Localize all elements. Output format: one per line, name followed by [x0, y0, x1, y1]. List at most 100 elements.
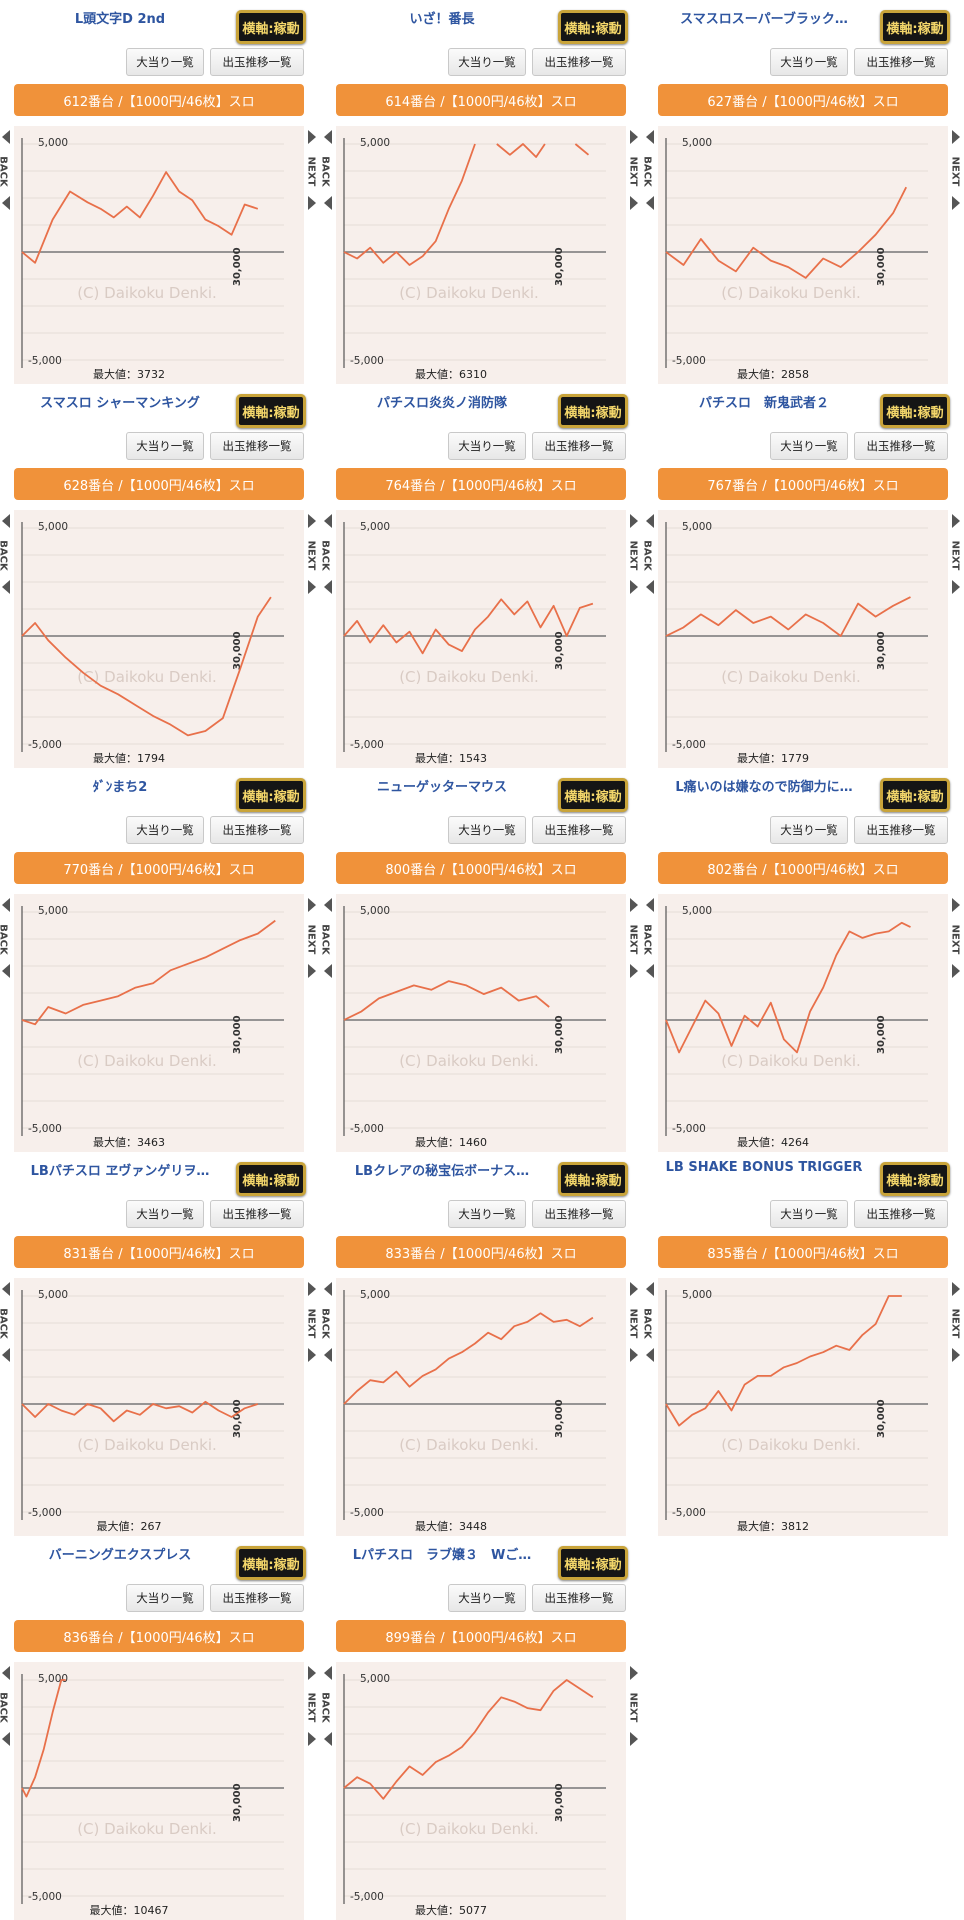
- payout-history-button[interactable]: 出玉推移一覧: [532, 432, 626, 460]
- payout-history-button[interactable]: 出玉推移一覧: [854, 816, 948, 844]
- machine-title[interactable]: L頭文字D 2nd: [74, 12, 166, 27]
- unit-bar[interactable]: 835番台 /【1000円/46枚】スロ: [658, 1236, 948, 1268]
- axis-mode-badge[interactable]: 横軸:稼動: [558, 1546, 628, 1580]
- machine-title[interactable]: Lパチスロ ラブ嬢３ Wご…: [352, 1548, 532, 1563]
- next-label[interactable]: NEXT: [949, 1308, 961, 1339]
- back-arrow-icon[interactable]: [646, 196, 654, 210]
- back-arrow-icon[interactable]: [646, 514, 654, 528]
- payout-history-button[interactable]: 出玉推移一覧: [210, 1584, 304, 1612]
- next-nav[interactable]: NEXT: [304, 126, 320, 216]
- machine-title[interactable]: ﾀﾞﾝまち2: [92, 780, 148, 795]
- payout-history-button[interactable]: 出玉推移一覧: [532, 1584, 626, 1612]
- next-arrow-icon[interactable]: [308, 514, 316, 528]
- back-arrow-icon[interactable]: [646, 1348, 654, 1362]
- back-nav[interactable]: BACK: [0, 1662, 14, 1752]
- next-arrow-icon[interactable]: [630, 196, 638, 210]
- next-arrow-icon[interactable]: [630, 1732, 638, 1746]
- back-label[interactable]: BACK: [0, 156, 9, 187]
- payout-history-button[interactable]: 出玉推移一覧: [854, 48, 948, 76]
- axis-mode-badge[interactable]: 横軸:稼動: [880, 778, 950, 812]
- back-label[interactable]: BACK: [0, 1692, 9, 1723]
- axis-mode-badge[interactable]: 横軸:稼動: [880, 394, 950, 428]
- next-arrow-icon[interactable]: [630, 130, 638, 144]
- back-nav[interactable]: BACK: [320, 1278, 336, 1368]
- big-hits-button[interactable]: 大当り一覧: [448, 432, 526, 460]
- next-arrow-icon[interactable]: [952, 964, 960, 978]
- back-nav[interactable]: BACK: [641, 1278, 658, 1368]
- back-arrow-icon[interactable]: [2, 196, 10, 210]
- next-label[interactable]: NEXT: [949, 156, 961, 187]
- machine-title[interactable]: パチスロ炎炎ノ消防隊: [376, 396, 507, 411]
- back-arrow-icon[interactable]: [324, 196, 332, 210]
- axis-mode-badge[interactable]: 横軸:稼動: [558, 1162, 628, 1196]
- next-nav[interactable]: NEXT: [304, 510, 320, 600]
- axis-mode-badge[interactable]: 横軸:稼動: [558, 10, 628, 44]
- back-label[interactable]: BACK: [0, 924, 9, 955]
- next-arrow-icon[interactable]: [952, 898, 960, 912]
- next-nav[interactable]: NEXT: [948, 1278, 964, 1368]
- payout-history-button[interactable]: 出玉推移一覧: [210, 1200, 304, 1228]
- next-nav[interactable]: NEXT: [304, 894, 320, 984]
- back-arrow-icon[interactable]: [2, 580, 10, 594]
- machine-title[interactable]: ニューゲッターマウス: [376, 780, 507, 795]
- next-arrow-icon[interactable]: [952, 196, 960, 210]
- payout-history-button[interactable]: 出玉推移一覧: [210, 48, 304, 76]
- next-nav[interactable]: NEXT: [304, 1278, 320, 1368]
- next-nav[interactable]: NEXT: [626, 1278, 642, 1368]
- back-label[interactable]: BACK: [319, 924, 331, 955]
- next-label[interactable]: NEXT: [627, 540, 639, 571]
- next-nav[interactable]: NEXT: [626, 510, 642, 600]
- back-label[interactable]: BACK: [641, 1308, 653, 1339]
- back-arrow-icon[interactable]: [646, 130, 654, 144]
- next-arrow-icon[interactable]: [308, 1282, 316, 1296]
- next-nav[interactable]: NEXT: [304, 1662, 320, 1752]
- payout-history-button[interactable]: 出玉推移一覧: [854, 1200, 948, 1228]
- back-arrow-icon[interactable]: [324, 1666, 332, 1680]
- back-label[interactable]: BACK: [319, 156, 331, 187]
- back-label[interactable]: BACK: [641, 924, 653, 955]
- back-nav[interactable]: BACK: [641, 894, 658, 984]
- back-arrow-icon[interactable]: [2, 130, 10, 144]
- back-arrow-icon[interactable]: [646, 964, 654, 978]
- axis-mode-badge[interactable]: 横軸:稼動: [236, 10, 306, 44]
- back-nav[interactable]: BACK: [641, 126, 658, 216]
- big-hits-button[interactable]: 大当り一覧: [770, 816, 848, 844]
- unit-bar[interactable]: 831番台 /【1000円/46枚】スロ: [14, 1236, 304, 1268]
- back-label[interactable]: BACK: [641, 156, 653, 187]
- machine-title[interactable]: バーニングエクスプレス: [48, 1548, 192, 1563]
- machine-title[interactable]: LBクレアの秘宝伝ボーナス…: [354, 1164, 530, 1179]
- big-hits-button[interactable]: 大当り一覧: [126, 1200, 204, 1228]
- next-arrow-icon[interactable]: [630, 964, 638, 978]
- payout-history-button[interactable]: 出玉推移一覧: [854, 432, 948, 460]
- back-nav[interactable]: BACK: [320, 1662, 336, 1752]
- back-arrow-icon[interactable]: [2, 1666, 10, 1680]
- next-label[interactable]: NEXT: [949, 540, 961, 571]
- next-arrow-icon[interactable]: [952, 580, 960, 594]
- machine-title[interactable]: スマスロ シャーマンキング: [40, 396, 200, 411]
- payout-history-button[interactable]: 出玉推移一覧: [210, 432, 304, 460]
- back-arrow-icon[interactable]: [324, 130, 332, 144]
- back-label[interactable]: BACK: [641, 540, 653, 571]
- next-arrow-icon[interactable]: [952, 1348, 960, 1362]
- back-arrow-icon[interactable]: [2, 964, 10, 978]
- big-hits-button[interactable]: 大当り一覧: [126, 816, 204, 844]
- axis-mode-badge[interactable]: 横軸:稼動: [236, 1162, 306, 1196]
- next-nav[interactable]: NEXT: [626, 1662, 642, 1752]
- big-hits-button[interactable]: 大当り一覧: [448, 48, 526, 76]
- next-label[interactable]: NEXT: [627, 924, 639, 955]
- next-label[interactable]: NEXT: [627, 156, 639, 187]
- next-label[interactable]: NEXT: [305, 1692, 317, 1723]
- big-hits-button[interactable]: 大当り一覧: [770, 1200, 848, 1228]
- next-arrow-icon[interactable]: [630, 580, 638, 594]
- back-nav[interactable]: BACK: [320, 510, 336, 600]
- unit-bar[interactable]: 836番台 /【1000円/46枚】スロ: [14, 1620, 304, 1652]
- next-label[interactable]: NEXT: [305, 1308, 317, 1339]
- unit-bar[interactable]: 833番台 /【1000円/46枚】スロ: [336, 1236, 626, 1268]
- next-nav[interactable]: NEXT: [948, 510, 964, 600]
- machine-title[interactable]: LB SHAKE BONUS TRIGGER: [665, 1160, 863, 1175]
- big-hits-button[interactable]: 大当り一覧: [448, 1200, 526, 1228]
- payout-history-button[interactable]: 出玉推移一覧: [532, 1200, 626, 1228]
- payout-history-button[interactable]: 出玉推移一覧: [532, 816, 626, 844]
- unit-bar[interactable]: 767番台 /【1000円/46枚】スロ: [658, 468, 948, 500]
- next-label[interactable]: NEXT: [305, 156, 317, 187]
